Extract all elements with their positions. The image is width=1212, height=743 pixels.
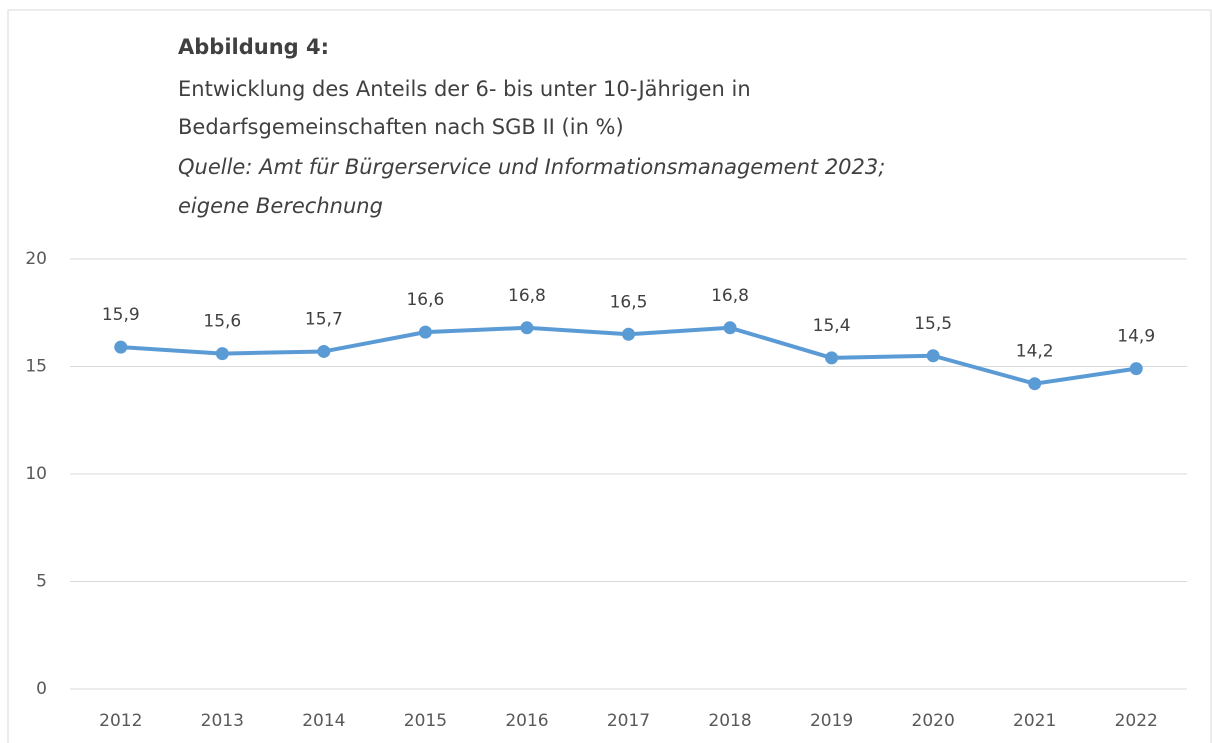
x-tick-label: 2020 bbox=[912, 711, 955, 731]
data-point bbox=[215, 347, 229, 361]
data-label: 15,9 bbox=[102, 305, 140, 325]
y-tick-label: 5 bbox=[36, 572, 47, 592]
x-tick-label: 2012 bbox=[99, 711, 142, 731]
chart-source: eigene Berechnung bbox=[178, 194, 383, 218]
y-tick-label: 10 bbox=[25, 464, 47, 484]
x-tick-label: 2015 bbox=[404, 711, 447, 731]
x-tick-label: 2013 bbox=[201, 711, 244, 731]
data-label: 15,4 bbox=[813, 316, 851, 336]
data-label: 15,7 bbox=[305, 309, 343, 329]
y-tick-label: 15 bbox=[25, 357, 47, 377]
data-point bbox=[1028, 377, 1042, 391]
chart-subtitle: Bedarfsgemeinschaften nach SGB II (in %) bbox=[178, 115, 624, 139]
x-tick-label: 2021 bbox=[1013, 711, 1056, 731]
data-point bbox=[520, 321, 534, 335]
x-tick-label: 2019 bbox=[810, 711, 853, 731]
x-tick-label: 2017 bbox=[607, 711, 650, 731]
data-point bbox=[418, 325, 432, 339]
x-tick-label: 2022 bbox=[1115, 711, 1158, 731]
data-label: 16,5 bbox=[610, 292, 648, 312]
y-tick-label: 20 bbox=[25, 249, 47, 269]
chart-subtitle: Entwicklung des Anteils der 6- bis unter… bbox=[178, 77, 751, 101]
data-point bbox=[1129, 362, 1143, 376]
data-point bbox=[825, 351, 839, 365]
data-point bbox=[317, 344, 331, 358]
data-label: 15,5 bbox=[914, 314, 952, 334]
data-point bbox=[114, 340, 128, 354]
x-tick-label: 2016 bbox=[505, 711, 548, 731]
chart-title: Abbildung 4: bbox=[178, 35, 329, 59]
data-point bbox=[622, 327, 635, 341]
y-tick-label: 0 bbox=[36, 679, 47, 699]
data-label: 16,8 bbox=[508, 286, 546, 306]
data-label: 14,9 bbox=[1117, 327, 1155, 347]
x-tick-label: 2014 bbox=[302, 711, 345, 731]
chart-source: Quelle: Amt für Bürgerservice und Inform… bbox=[178, 155, 885, 179]
data-point bbox=[723, 321, 737, 335]
data-point bbox=[926, 349, 940, 363]
x-tick-label: 2018 bbox=[708, 711, 751, 731]
data-label: 16,6 bbox=[406, 290, 444, 310]
data-label: 14,2 bbox=[1016, 342, 1054, 362]
data-label: 16,8 bbox=[711, 286, 749, 306]
data-label: 15,6 bbox=[203, 312, 241, 332]
